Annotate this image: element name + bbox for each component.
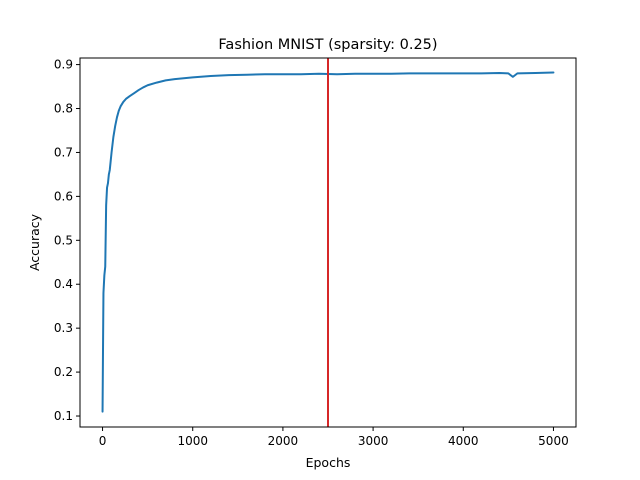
y-tick-label: 0.1	[54, 409, 73, 423]
series-line-0	[101, 71, 555, 413]
y-tick-label: 0.2	[54, 365, 73, 379]
x-axis-label: Epochs	[306, 455, 351, 470]
y-tick-label: 0.5	[54, 233, 73, 247]
y-tick-label: 0.7	[54, 145, 73, 159]
x-tick-label: 3000	[358, 434, 389, 448]
x-tick-label: 5000	[538, 434, 569, 448]
y-tick-label: 0.9	[54, 58, 73, 72]
x-tick-label: 4000	[448, 434, 479, 448]
y-ticks: 0.1 0.2 0.3 0.4 0.5 0.6 0.7 0.8 0.9	[54, 58, 80, 423]
x-ticks: 0 1000 2000 3000 4000 5000	[99, 427, 569, 448]
plot-area	[101, 58, 555, 427]
x-tick-label: 2000	[268, 434, 299, 448]
y-tick-label: 0.4	[54, 277, 73, 291]
x-tick-label: 1000	[177, 434, 208, 448]
y-tick-label: 0.8	[54, 102, 73, 116]
y-axis-label: Accuracy	[27, 213, 42, 271]
y-tick-label: 0.6	[54, 189, 73, 203]
axes-frame	[79, 57, 577, 428]
x-tick-label: 0	[99, 434, 107, 448]
chart-title: Fashion MNIST (sparsity: 0.25)	[218, 37, 437, 53]
y-tick-label: 0.3	[54, 321, 73, 335]
